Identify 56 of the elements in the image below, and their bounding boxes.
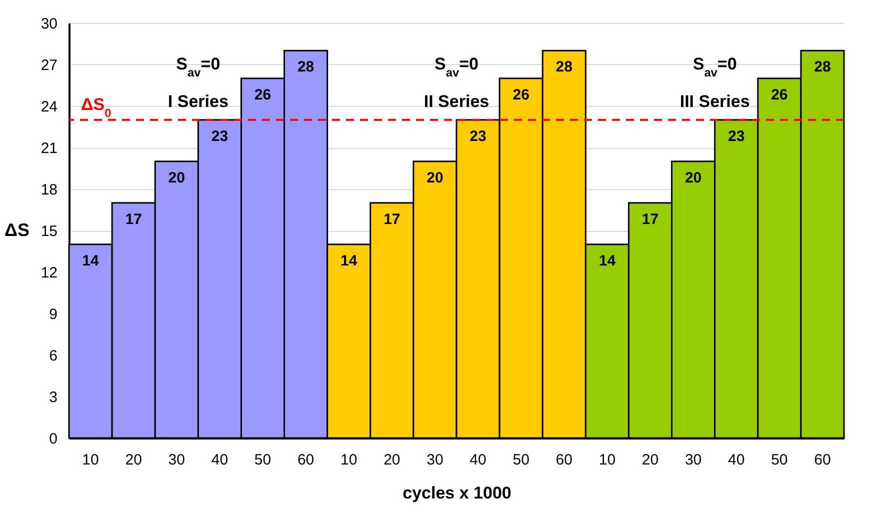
data-label: 23 [211,128,228,145]
y-tick-label: 6 [49,348,58,364]
x-tick-label: 40 [211,452,228,468]
x-tick-label: 50 [771,452,788,468]
y-tick-label: 0 [49,430,58,448]
x-tick-label: 50 [254,452,272,468]
x-tick-label: 50 [512,452,530,468]
data-label: 28 [297,58,314,76]
y-tick-label: 21 [40,140,58,157]
x-tick-label: 40 [728,452,745,468]
y-axis-title: ΔS [4,220,30,240]
data-label: 20 [168,169,185,186]
data-label: 14 [598,252,616,270]
data-label: 26 [771,86,788,104]
x-tick-label: 20 [384,452,400,468]
annotation: S$_{av}$=0 [692,54,737,80]
data-label: 14 [340,252,358,270]
y-tick-label: 27 [40,57,58,74]
x-tick-label: 60 [556,452,572,468]
data-label: 23 [728,128,745,145]
x-tick-label: 10 [598,452,616,468]
x-tick-label: 20 [125,452,142,468]
x-axis-title: cycles x 1000 [402,484,512,502]
y-tick-label: 18 [40,182,58,198]
series-label: I Series [168,92,228,111]
x-tick-label: 10 [340,452,358,468]
data-label: 20 [426,169,444,186]
y-tick-label: 3 [49,389,58,406]
x-tick-label: 30 [168,452,185,468]
data-label: 28 [814,58,831,76]
series-label: II Series [424,92,490,111]
data-label: 20 [684,169,702,186]
series-label: III Series [680,92,750,111]
x-tick-label: 30 [426,452,444,468]
annotation: S$_{av}$=0 [434,54,478,80]
data-label: 28 [556,58,572,76]
x-tick-label: 60 [814,452,831,468]
data-label: 17 [642,210,659,228]
y-tick-label: 12 [40,264,58,282]
data-label: 23 [470,128,486,145]
x-tick-label: 60 [297,452,314,468]
y-tick-label: 30 [40,16,58,32]
data-label: 17 [384,210,400,228]
x-tick-label: 10 [82,452,99,468]
annotation: S$_{av}$=0 [176,54,220,80]
data-label: 14 [82,252,100,270]
data-label: 17 [125,210,142,228]
x-tick-label: 20 [642,452,659,468]
x-tick-label: 30 [684,452,702,468]
y-tick-label: 24 [40,98,58,116]
y-tick-label: 9 [49,306,58,323]
y-tick-label: 15 [40,223,58,240]
x-tick-label: 40 [470,452,486,468]
data-label: 26 [512,86,530,104]
ref-line-label: ΔS$_{0}$ [81,94,112,120]
data-label: 26 [254,86,272,104]
